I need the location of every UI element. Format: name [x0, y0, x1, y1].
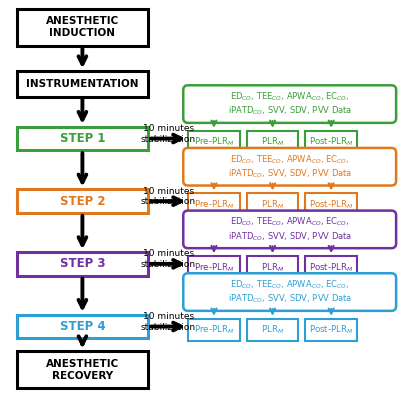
Text: Pre-PLR$_M$: Pre-PLR$_M$ — [194, 324, 234, 336]
FancyBboxPatch shape — [188, 319, 240, 342]
Text: PLR$_M$: PLR$_M$ — [261, 136, 284, 148]
Text: Post-PLR$_M$: Post-PLR$_M$ — [309, 324, 354, 336]
Text: ANESTHETIC
RECOVERY: ANESTHETIC RECOVERY — [46, 359, 119, 380]
FancyBboxPatch shape — [305, 193, 357, 216]
FancyBboxPatch shape — [183, 148, 396, 185]
FancyBboxPatch shape — [17, 71, 148, 97]
Text: ED$_{CO}$, TEE$_{CO}$, APWA$_{CO}$, EC$_{CO}$,
iPATD$_{CO}$, SVV, SDV, PVV Data: ED$_{CO}$, TEE$_{CO}$, APWA$_{CO}$, EC$_… — [228, 279, 352, 305]
Text: PLR$_M$: PLR$_M$ — [261, 324, 284, 336]
Text: STEP 1: STEP 1 — [60, 132, 105, 145]
FancyBboxPatch shape — [183, 85, 396, 123]
Text: Pre-PLR$_M$: Pre-PLR$_M$ — [194, 198, 234, 211]
FancyBboxPatch shape — [183, 211, 396, 248]
Text: ED$_{CO}$, TEE$_{CO}$, APWA$_{CO}$, EC$_{CO}$,
iPATD$_{CO}$, SVV, SDV, PVV Data: ED$_{CO}$, TEE$_{CO}$, APWA$_{CO}$, EC$_… — [228, 91, 352, 118]
FancyBboxPatch shape — [247, 256, 298, 279]
Text: Post-PLR$_M$: Post-PLR$_M$ — [309, 198, 354, 211]
FancyBboxPatch shape — [17, 189, 148, 213]
FancyBboxPatch shape — [188, 193, 240, 216]
Text: STEP 4: STEP 4 — [60, 320, 105, 333]
FancyBboxPatch shape — [305, 256, 357, 279]
Text: ED$_{CO}$, TEE$_{CO}$, APWA$_{CO}$, EC$_{CO}$,
iPATD$_{CO}$, SVV, SDV, PVV Data: ED$_{CO}$, TEE$_{CO}$, APWA$_{CO}$, EC$_… — [228, 153, 352, 180]
Text: 10 minutes
stabilization: 10 minutes stabilization — [140, 124, 196, 143]
FancyBboxPatch shape — [188, 256, 240, 279]
Text: 10 minutes
stabilization: 10 minutes stabilization — [140, 250, 196, 269]
FancyBboxPatch shape — [305, 131, 357, 153]
Text: Pre-PLR$_M$: Pre-PLR$_M$ — [194, 136, 234, 148]
Text: STEP 3: STEP 3 — [60, 257, 105, 270]
FancyBboxPatch shape — [17, 127, 148, 150]
Text: PLR$_M$: PLR$_M$ — [261, 198, 284, 211]
FancyBboxPatch shape — [17, 252, 148, 275]
FancyBboxPatch shape — [305, 319, 357, 342]
FancyBboxPatch shape — [247, 319, 298, 342]
FancyBboxPatch shape — [183, 273, 396, 311]
Text: STEP 2: STEP 2 — [60, 195, 105, 208]
Text: ED$_{CO}$, TEE$_{CO}$, APWA$_{CO}$, EC$_{CO}$,
iPATD$_{CO}$, SVV, SDV, PVV Data: ED$_{CO}$, TEE$_{CO}$, APWA$_{CO}$, EC$_… — [228, 216, 352, 243]
FancyBboxPatch shape — [17, 9, 148, 46]
Text: Pre-PLR$_M$: Pre-PLR$_M$ — [194, 261, 234, 274]
Text: Post-PLR$_M$: Post-PLR$_M$ — [309, 136, 354, 148]
Text: Post-PLR$_M$: Post-PLR$_M$ — [309, 261, 354, 274]
Text: INSTRUMENTATION: INSTRUMENTATION — [26, 79, 139, 89]
FancyBboxPatch shape — [17, 351, 148, 388]
FancyBboxPatch shape — [188, 131, 240, 153]
FancyBboxPatch shape — [17, 315, 148, 338]
Text: 10 minutes
stabilization: 10 minutes stabilization — [140, 187, 196, 206]
Text: 10 minutes
stabilization: 10 minutes stabilization — [140, 312, 196, 332]
FancyBboxPatch shape — [247, 193, 298, 216]
Text: ANESTHETIC
INDUCTION: ANESTHETIC INDUCTION — [46, 17, 119, 38]
Text: PLR$_M$: PLR$_M$ — [261, 261, 284, 274]
FancyBboxPatch shape — [247, 131, 298, 153]
